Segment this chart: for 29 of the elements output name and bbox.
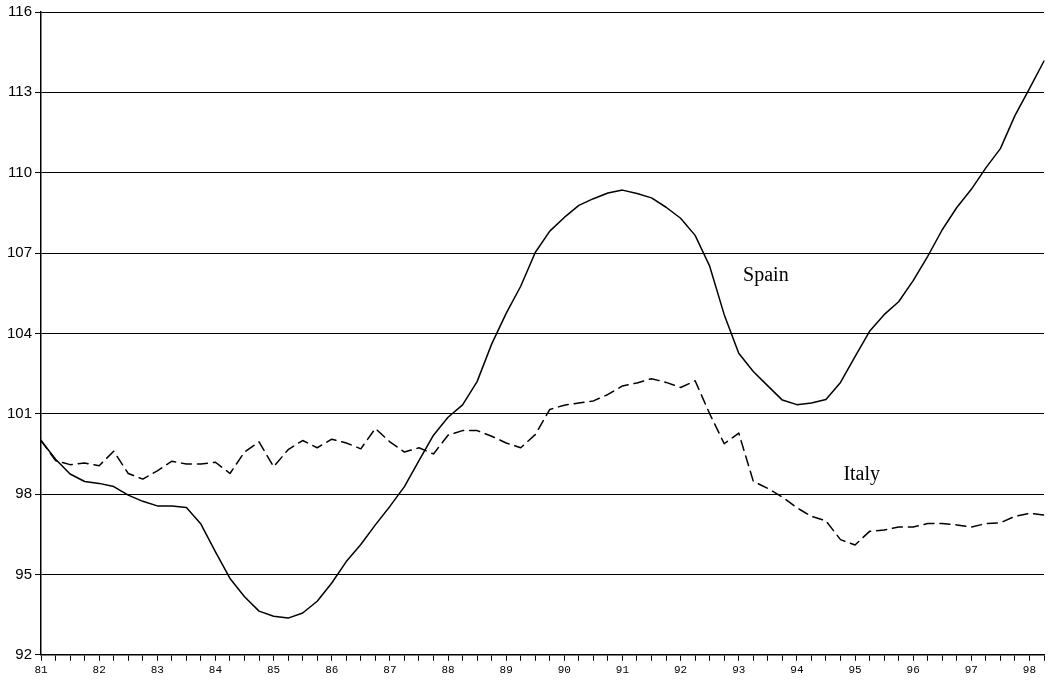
x-tick-label: 82 bbox=[92, 664, 106, 677]
x-tick-label: 96 bbox=[906, 664, 920, 677]
text: Italy bbox=[843, 462, 881, 486]
x-tick-label: 87 bbox=[383, 664, 397, 677]
y-tick-label: 98 bbox=[15, 484, 33, 502]
x-tick-label: 86 bbox=[325, 664, 339, 677]
y-tick-label: 101 bbox=[7, 403, 33, 421]
x-tick-label: 88 bbox=[441, 664, 455, 677]
x-tick-label: 81 bbox=[34, 664, 49, 677]
x-tick-label: 95 bbox=[848, 664, 862, 677]
y-tick-label: 110 bbox=[8, 162, 33, 180]
y-tick-label: 113 bbox=[8, 82, 33, 100]
x-tick-label: 90 bbox=[557, 664, 571, 677]
series-label: Spain bbox=[743, 262, 789, 286]
x-tick-label: 98 bbox=[1022, 664, 1037, 677]
x-tick-label: 85 bbox=[267, 664, 281, 677]
x-tick-label: 83 bbox=[150, 664, 164, 677]
x-tick-label: 91 bbox=[615, 664, 630, 677]
y-tick-label: 107 bbox=[7, 243, 33, 261]
x-tick-label: 97 bbox=[964, 664, 978, 677]
x-tick-label: 94 bbox=[790, 664, 804, 677]
x-tick-label: 92 bbox=[674, 664, 688, 677]
y-tick-label: 104 bbox=[7, 323, 33, 341]
x-tick-label: 89 bbox=[499, 664, 513, 677]
x-tick-label: 93 bbox=[732, 664, 746, 677]
y-tick-label: 95 bbox=[15, 564, 33, 582]
x-tick-label: 84 bbox=[208, 664, 223, 677]
y-tick-label: 92 bbox=[15, 644, 33, 662]
y-tick-label: 116 bbox=[8, 2, 33, 20]
